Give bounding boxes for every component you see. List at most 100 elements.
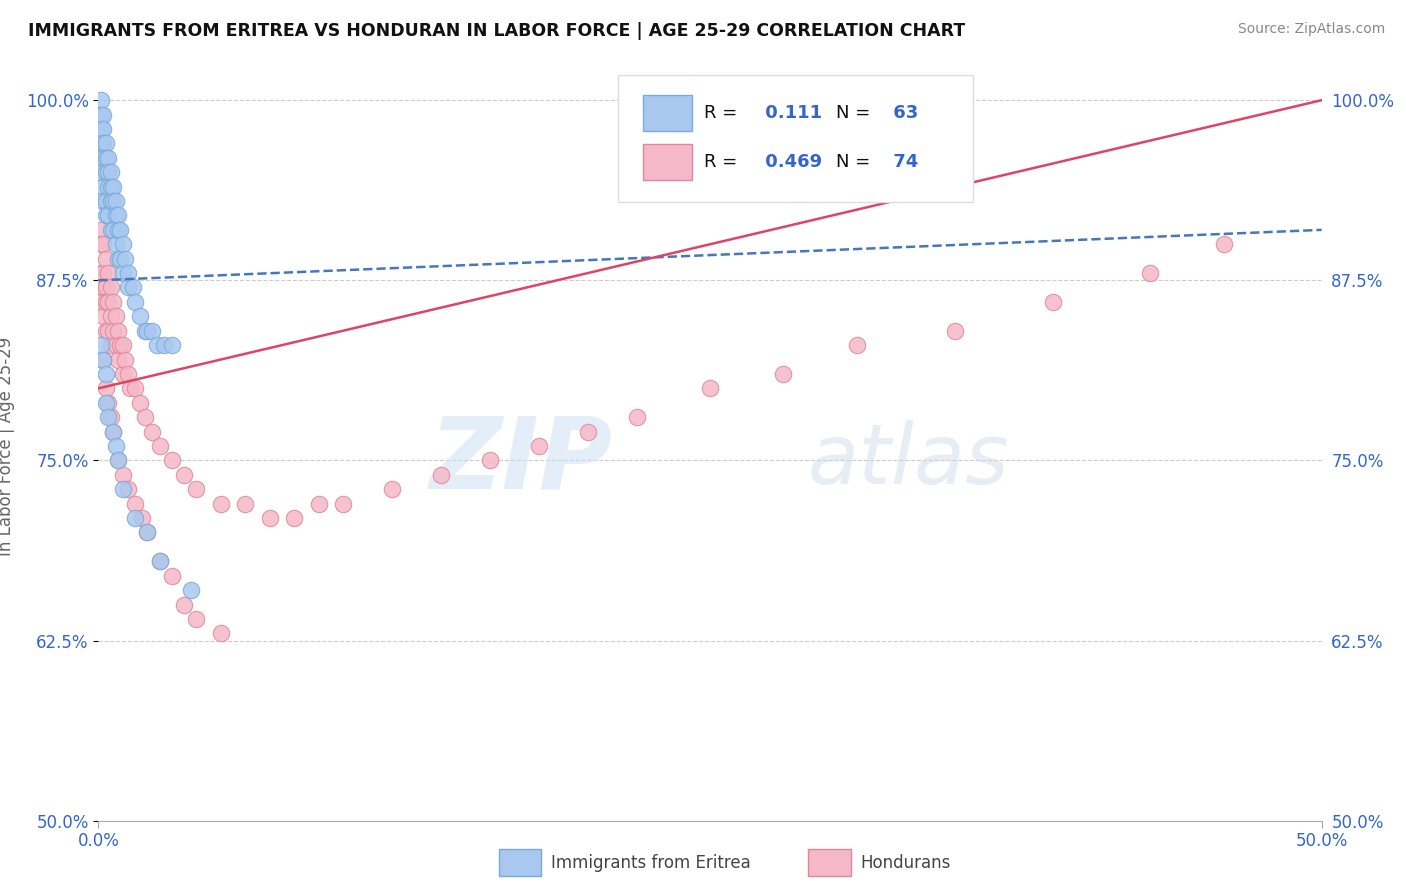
Point [101,425,124,439]
Point [146,338,169,352]
Point [94,136,117,151]
Point [90,237,112,252]
Point [94,324,117,338]
Text: ZIP: ZIP [429,412,612,509]
Point [94,194,117,208]
Point [111,467,134,482]
Point [91,352,114,367]
Point [91,179,114,194]
Point [107,324,129,338]
Point [1139,266,1161,280]
Point [97,209,120,223]
Point [114,252,136,266]
Point [101,179,124,194]
Point [107,209,129,223]
Point [124,381,146,395]
Text: R =: R = [704,153,742,171]
Point [107,352,129,367]
Point [626,410,648,425]
Point [110,252,132,266]
Point [430,467,453,482]
Point [149,439,172,453]
Point [772,367,794,381]
Point [186,482,208,496]
Point [101,324,124,338]
Point [104,338,127,352]
Point [101,194,124,208]
Point [160,338,183,352]
Point [124,497,146,511]
Point [91,310,114,324]
Point [101,294,124,309]
Point [478,453,501,467]
Text: 63: 63 [887,104,918,122]
Point [1042,294,1064,309]
Point [527,439,550,453]
Point [100,310,122,324]
Text: N =: N = [837,104,870,122]
Point [91,151,114,165]
Point [90,122,112,136]
Text: atlas: atlas [808,420,1010,501]
Point [94,367,117,381]
Point [576,425,599,439]
Text: R =: R = [704,104,742,122]
Point [90,280,112,294]
Point [114,352,136,367]
Point [111,367,134,381]
Point [943,324,966,338]
Point [845,338,868,352]
Point [160,453,183,467]
FancyBboxPatch shape [619,75,973,202]
Point [699,381,721,395]
Point [91,237,114,252]
FancyBboxPatch shape [643,95,692,131]
Point [100,165,122,179]
Point [97,179,120,194]
Point [134,410,156,425]
Text: N =: N = [837,153,870,171]
Point [104,194,127,208]
Point [110,223,132,237]
Point [94,165,117,179]
Point [100,410,122,425]
Point [136,324,159,338]
Point [101,425,124,439]
Point [97,324,120,338]
Point [104,310,127,324]
Text: 0.111: 0.111 [759,104,823,122]
Point [94,252,117,266]
Point [149,554,172,568]
Point [141,425,163,439]
Point [94,294,117,309]
Point [149,554,172,568]
Text: 74: 74 [887,153,918,171]
Point [90,338,112,352]
FancyBboxPatch shape [643,144,692,180]
Point [97,294,120,309]
Point [104,209,127,223]
Point [131,511,153,525]
Text: IMMIGRANTS FROM ERITREA VS HONDURAN IN LABOR FORCE | AGE 25-29 CORRELATION CHART: IMMIGRANTS FROM ERITREA VS HONDURAN IN L… [28,22,966,40]
Point [94,280,117,294]
Point [117,266,139,280]
Point [111,338,134,352]
Point [153,338,176,352]
Point [94,209,117,223]
Point [101,223,124,237]
Point [308,497,330,511]
Point [209,626,232,640]
Point [117,482,139,496]
Point [233,497,256,511]
Point [97,165,120,179]
Point [90,223,112,237]
Text: Source: ZipAtlas.com: Source: ZipAtlas.com [1237,22,1385,37]
Point [97,151,120,165]
Point [111,237,134,252]
Point [332,497,354,511]
Point [209,497,232,511]
Point [117,367,139,381]
Point [104,439,127,453]
Point [173,598,195,612]
Point [91,266,114,280]
